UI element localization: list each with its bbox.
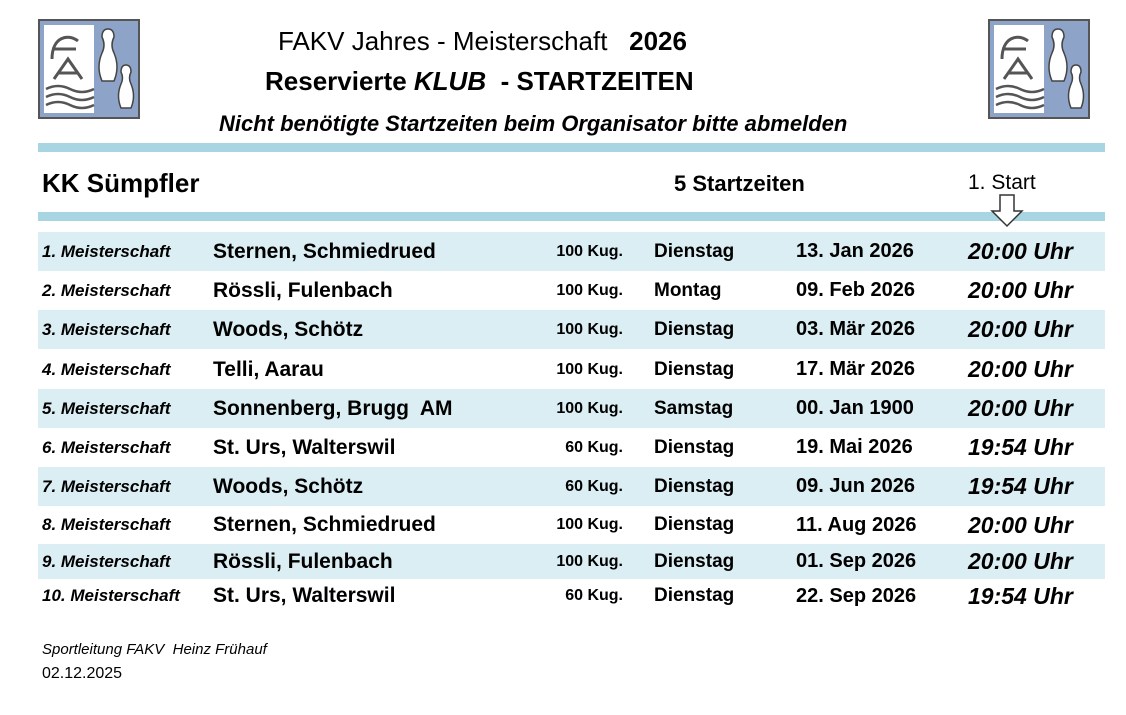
cell-round: 2. Meisterschaft <box>42 281 171 300</box>
cell-balls: 100 Kug. <box>556 400 623 417</box>
cell-balls: 60 Kug. <box>565 478 623 495</box>
cell-weekday: Dienstag <box>654 241 735 262</box>
cell-date: 22. Sep 2026 <box>796 585 917 607</box>
cell-weekday: Dienstag <box>654 514 735 535</box>
cell-weekday: Dienstag <box>654 319 735 340</box>
cell-round: 3. Meisterschaft <box>42 320 171 339</box>
title-year: 2026 <box>629 26 687 56</box>
cell-round: 9. Meisterschaft <box>42 552 171 571</box>
cell-weekday: Dienstag <box>654 476 735 497</box>
divider <box>38 212 1105 221</box>
row-background <box>38 310 1105 349</box>
cell-round: 6. Meisterschaft <box>42 438 171 457</box>
cell-time: 19:54 Uhr <box>968 434 1073 460</box>
cell-date: 17. Mär 2026 <box>796 358 915 380</box>
cell-balls: 100 Kug. <box>556 321 623 338</box>
row-background <box>38 389 1105 428</box>
cell-date: 09. Feb 2026 <box>796 279 915 301</box>
cell-time: 20:00 Uhr <box>968 512 1073 538</box>
cell-weekday: Dienstag <box>654 437 735 458</box>
cell-balls: 100 Kug. <box>556 361 623 378</box>
subtitle-emphasis: KLUB <box>413 66 487 96</box>
club-count: 5 Startzeiten <box>674 171 805 196</box>
cell-date: 11. Aug 2026 <box>796 514 917 536</box>
cell-date: 19. Mai 2026 <box>796 436 913 458</box>
cell-venue: St. Urs, Walterswil <box>213 584 396 607</box>
cell-weekday: Dienstag <box>654 359 735 380</box>
cell-time: 20:00 Uhr <box>968 548 1073 574</box>
cell-venue: Rössli, Fulenbach <box>213 550 393 573</box>
cell-time: 20:00 Uhr <box>968 395 1073 421</box>
subtitle-suffix: - STARTZEITEN <box>500 66 694 96</box>
cell-date: 09. Jun 2026 <box>796 475 915 497</box>
start-arrow <box>990 194 1024 228</box>
club-name: KK Sümpfler <box>42 168 200 198</box>
cell-date: 13. Jan 2026 <box>796 240 914 262</box>
cell-balls: 100 Kug. <box>556 243 623 260</box>
cell-time: 20:00 Uhr <box>968 277 1073 303</box>
title-text: FAKV Jahres - Meisterschaft <box>278 26 608 56</box>
cell-date: 03. Mär 2026 <box>796 318 915 340</box>
cell-date: 00. Jan 1900 <box>796 397 914 419</box>
header-note: Nicht benötigte Startzeiten beim Organis… <box>219 111 848 136</box>
row-background <box>38 232 1105 271</box>
signature: Sportleitung FAKV Heinz Frühauf <box>42 641 267 658</box>
cell-round: 8. Meisterschaft <box>42 515 171 534</box>
cell-venue: Sternen, Schmiedrued <box>213 240 436 263</box>
footer-date: 02.12.2025 <box>42 665 123 682</box>
cell-venue: Sonnenberg, Brugg AM <box>213 397 453 420</box>
cell-weekday: Dienstag <box>654 585 735 606</box>
start-label: 1. Start <box>968 171 1036 194</box>
cell-time: 19:54 Uhr <box>968 473 1073 499</box>
cell-venue: Telli, Aarau <box>213 358 324 381</box>
cell-balls: 60 Kug. <box>565 587 623 604</box>
divider <box>38 143 1105 152</box>
cell-venue: Woods, Schötz <box>213 318 364 341</box>
row-background <box>38 544 1105 579</box>
cell-balls: 100 Kug. <box>556 553 623 570</box>
cell-venue: Woods, Schötz <box>213 475 364 498</box>
cell-balls: 100 Kug. <box>556 516 623 533</box>
cell-balls: 100 Kug. <box>556 282 623 299</box>
cell-round: 1. Meisterschaft <box>42 242 171 261</box>
subtitle-prefix: Reservierte <box>265 66 407 96</box>
cell-round: 10. Meisterschaft <box>42 586 180 605</box>
cell-date: 01. Sep 2026 <box>796 550 917 572</box>
cell-weekday: Samstag <box>654 398 734 419</box>
logo-right <box>988 19 1090 119</box>
row-background <box>38 467 1105 506</box>
cell-time: 20:00 Uhr <box>968 238 1073 264</box>
cell-weekday: Dienstag <box>654 551 735 572</box>
cell-venue: Sternen, Schmiedrued <box>213 513 436 536</box>
cell-venue: St. Urs, Walterswil <box>213 436 396 459</box>
cell-time: 19:54 Uhr <box>968 583 1073 609</box>
cell-venue: Rössli, Fulenbach <box>213 279 393 302</box>
cell-round: 7. Meisterschaft <box>42 477 171 496</box>
cell-round: 4. Meisterschaft <box>42 360 171 379</box>
header-line2: Reservierte KLUB - STARTZEITEN <box>265 66 694 97</box>
cell-time: 20:00 Uhr <box>968 316 1073 342</box>
header-line1: FAKV Jahres - Meisterschaft 2026 <box>278 26 687 57</box>
cell-balls: 60 Kug. <box>565 439 623 456</box>
cell-weekday: Montag <box>654 280 722 301</box>
cell-round: 5. Meisterschaft <box>42 399 171 418</box>
logo-left <box>38 19 140 119</box>
cell-time: 20:00 Uhr <box>968 356 1073 382</box>
